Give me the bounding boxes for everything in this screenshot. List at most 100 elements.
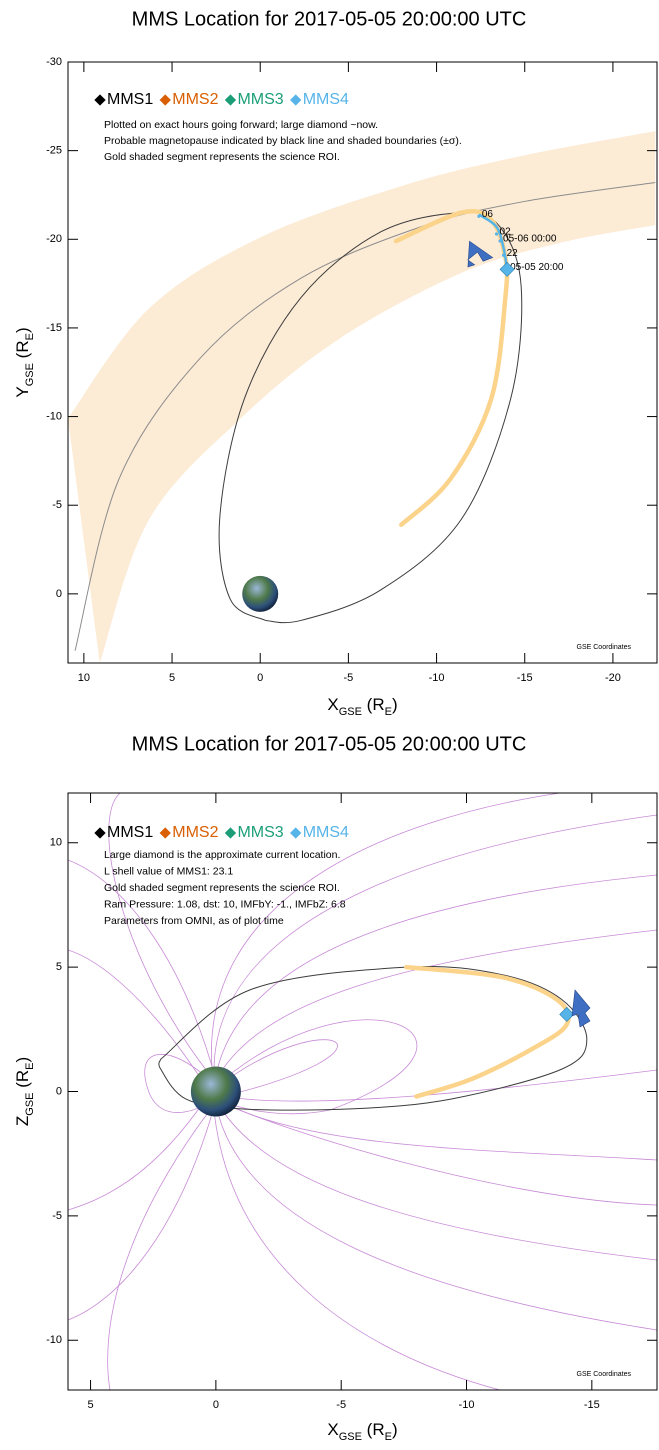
earth (190, 1066, 241, 1117)
axis-label-subscript: GSE (339, 1431, 362, 1443)
plot-area (158, 964, 588, 1117)
y-tick-label: 0 (56, 588, 62, 600)
axis-label: XGSE (RE) (327, 695, 397, 717)
x-tick-label: 5 (87, 1399, 93, 1411)
note: Large diamond is the approximate current… (104, 849, 340, 861)
current-position (499, 261, 515, 277)
current-position (559, 1006, 575, 1022)
axis-label-subscript: E (24, 1063, 36, 1070)
axis-label: XGSE (RE) (327, 1420, 397, 1442)
direction-arrow (571, 989, 591, 1028)
axis-label-part: X (327, 1420, 338, 1439)
magnetopause (74, 182, 656, 651)
hour-label: 06 (482, 209, 494, 220)
axis-label-part: ) (13, 327, 32, 333)
axis-label-part: X (327, 695, 338, 714)
legend-label: MMS2 (172, 824, 218, 841)
legend-marker (290, 827, 302, 839)
axis-label-subscript: GSE (24, 363, 36, 386)
hour-mark (477, 214, 481, 218)
x-tick-label: 0 (213, 1399, 219, 1411)
y-tick-label: -10 (46, 410, 62, 422)
axis-label-part: ) (392, 695, 398, 714)
axis-label-part: (R (362, 1420, 385, 1439)
magnetopause-band (68, 131, 656, 663)
x-tick-label: -10 (429, 672, 445, 684)
legend-marker (94, 827, 106, 839)
legend-label: MMS4 (303, 91, 349, 108)
legend-marker (224, 94, 237, 106)
legend-marker (94, 94, 106, 106)
earth (242, 575, 279, 612)
axis-label-part: Y (13, 386, 32, 397)
legend-marker (159, 827, 171, 839)
y-tick-label: -15 (46, 322, 62, 334)
x-tick-label: 5 (169, 672, 175, 684)
hour-mark (501, 253, 506, 257)
y-tick-label: 10 (50, 837, 62, 849)
hour-label: 05-05 20:00 (510, 262, 564, 273)
x-tick-label: 0 (257, 672, 263, 684)
hour-mark (498, 239, 502, 243)
axis-label-part: Z (13, 1116, 32, 1126)
y-tick-label: 5 (56, 961, 62, 973)
legend-label: MMS3 (237, 824, 283, 841)
legend-label: MMS2 (172, 91, 218, 108)
footnote: GSE Coordinates (577, 644, 632, 651)
x-tick-label: -15 (584, 1399, 600, 1411)
x-tick-label: -5 (344, 672, 354, 684)
hour-label: 05-06 00:00 (503, 234, 557, 245)
y-tick-label: -10 (46, 1334, 62, 1346)
direction-arrow (467, 240, 494, 268)
legend-label: MMS1 (107, 91, 153, 108)
mms4-track (478, 213, 509, 270)
note: Parameters from OMNI, as of plot time (104, 915, 284, 927)
axis-label: ZGSE (RE) (13, 1057, 35, 1126)
hour-label: 22 (507, 248, 519, 259)
x-tick-label: -10 (459, 1399, 475, 1411)
axis-label-subscript: E (24, 333, 36, 340)
chart: 5 0 -5 -10 -15 -10 -5 0 5 10 MMS Location for 2017… (13, 733, 658, 1443)
axis-label-part: ) (13, 1057, 32, 1063)
y-tick-label: -25 (46, 145, 62, 157)
legend-marker (159, 94, 171, 106)
y-tick-label: -20 (46, 233, 62, 245)
y-tick-label: -5 (52, 1210, 62, 1222)
note: Ram Pressure: 1.08, dst: 10, IMFbY: -1.,… (104, 898, 346, 910)
y-tick-label: -30 (46, 56, 62, 68)
hour-label: 02 (500, 227, 512, 238)
note: Plotted on exact hours going forward; la… (104, 119, 378, 131)
axis-label-part: (R (362, 695, 385, 714)
roi-segment (404, 964, 571, 1099)
legend-label: MMS3 (237, 91, 283, 108)
field-lines (68, 793, 657, 1390)
axis-label-part: ) (392, 1420, 398, 1439)
legend-label: MMS1 (107, 824, 153, 841)
y-tick-label: -5 (52, 499, 62, 511)
axis-label-subscript: GSE (24, 1093, 36, 1116)
legend-marker (224, 827, 237, 839)
axis-label-subscript: E (385, 706, 392, 718)
axis-label: YGSE (RE) (13, 327, 35, 397)
hour-mark (494, 232, 499, 236)
axis-label-subscript: E (385, 1431, 392, 1443)
x-tick-label: -15 (517, 672, 533, 684)
axis-label-part: (R (13, 340, 32, 363)
chart-title: MMS Location for 2017-05-05 20:00:00 UTC (132, 8, 527, 30)
note: Probable magnetopause indicated by black… (104, 135, 462, 147)
footnote: GSE Coordinates (577, 1371, 632, 1378)
axis-label-subscript: GSE (339, 706, 362, 718)
x-tick-label: 10 (78, 672, 90, 684)
x-tick-label: -5 (336, 1399, 346, 1411)
plot-frame (67, 61, 658, 664)
axis-label-part: (R (13, 1070, 32, 1093)
roi-segment (393, 209, 510, 527)
note: Gold shaded segment represents the scien… (104, 882, 340, 894)
chart-title: MMS Location for 2017-05-05 20:00:00 UTC (132, 733, 527, 755)
x-tick-label: -20 (605, 672, 621, 684)
note: L shell value of MMS1: 23.1 (104, 865, 233, 877)
